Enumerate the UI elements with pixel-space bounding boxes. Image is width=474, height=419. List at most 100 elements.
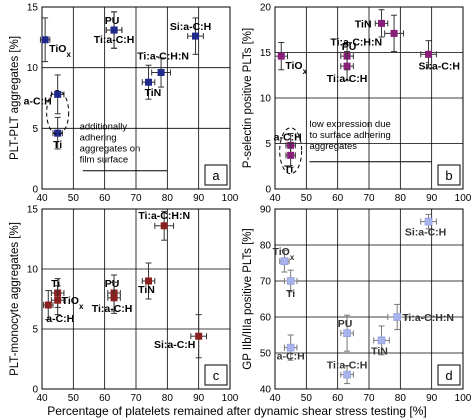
- point-label-b-ti: Ti: [284, 163, 293, 175]
- y-tick-label-c-15: 15: [27, 205, 39, 216]
- data-point-c-tiox: TiOx: [50, 285, 84, 316]
- point-label-a-si-a-c-h: Si:a-C:H: [170, 21, 211, 33]
- y-tick-label-a-5: 5: [32, 124, 38, 135]
- point-label-d-ti-a-c-h: Ti:a-C:H: [327, 360, 368, 372]
- data-point-c-si-a-c-h: Si:a-C:H: [154, 314, 207, 359]
- point-label-a-ti-a-c-h: Ti:a-C:H: [94, 34, 135, 46]
- point-label-b-tiox: TiOx: [285, 60, 307, 76]
- data-point-b-ti-a-c-h-n: Ti:a-C:H:N: [330, 14, 404, 53]
- x-tick-label-c-80: 80: [162, 393, 174, 404]
- x-tick-label-b-40: 40: [269, 193, 281, 204]
- point-label-d-ti: Ti: [286, 288, 295, 300]
- point-label-b-tin: TiN: [355, 18, 372, 30]
- highlight-ellipse-b: [279, 127, 303, 175]
- panel-d: 40 50 60 70 80 90 100 40 50 60 70 80 90 GP IIb/IIIa p…: [242, 205, 472, 405]
- x-tick-label-a-60: 60: [99, 193, 111, 204]
- data-point-d-ti: Ti: [283, 269, 298, 300]
- panel-a: 40 50 60 70 80 90 100 0 5 10 15 PLT-PLT aggregates …: [9, 3, 239, 205]
- y-tick-label-d-40: 40: [260, 385, 272, 396]
- y-tick-label-d-50: 50: [260, 349, 272, 360]
- x-tick-label-b-80: 80: [395, 193, 407, 204]
- data-point-d-pu: PU: [338, 314, 354, 352]
- x-tick-label-c-50: 50: [68, 393, 80, 404]
- point-label-a-ti-a-c-h-n: Ti:a-C:H:N: [137, 51, 189, 63]
- x-tick-label-b-70: 70: [363, 193, 375, 204]
- annotation-line-a-0: additionally: [80, 122, 128, 133]
- x-tick-label-b-60: 60: [332, 193, 344, 204]
- x-tick-label-a-80: 80: [162, 193, 174, 204]
- x-tick-label-d-70: 70: [363, 393, 375, 404]
- point-label-c-tin: TiN: [138, 284, 155, 296]
- annotation-line-b-1: to surface adhering: [309, 130, 390, 141]
- data-point-d-a-c-h: a-C:H: [277, 334, 305, 363]
- data-point-d-tiox: TiOx: [273, 246, 295, 273]
- point-label-c-ti-a-c-h: Ti:a-C:H: [92, 303, 133, 315]
- y-axis-label-b: P-selectin positive PLTs [%]: [242, 28, 254, 168]
- point-label-c-tiox: TiOx: [62, 295, 84, 311]
- svg-text:a: a: [212, 168, 220, 183]
- x-tick-label-d-60: 60: [332, 393, 344, 404]
- point-label-d-tin: TiN: [371, 345, 388, 357]
- panel-letter-c: c: [204, 364, 228, 386]
- x-tick-label-b-50: 50: [301, 193, 313, 204]
- y-tick-label-a-15: 15: [27, 3, 39, 14]
- y-tick-label-c-10: 10: [27, 265, 39, 276]
- point-label-a-pu: PU: [105, 15, 120, 27]
- point-label-b-si-a-c-h: Si:a-C:H: [419, 60, 460, 72]
- point-label-d-si-a-c-h: Si:a-C:H: [405, 227, 446, 239]
- annotation-line-b-0: low expression due: [309, 119, 390, 130]
- svg-text:c: c: [213, 368, 220, 383]
- data-point-a-ti-a-c-h-n: Ti:a-C:H:N: [137, 51, 189, 88]
- point-label-b-ti-a-c-h-n: Ti:a-C:H:N: [330, 36, 382, 48]
- point-label-d-a-c-h: a-C:H: [277, 351, 305, 363]
- x-tick-label-a-90: 90: [193, 193, 205, 204]
- panel-b: 40 50 60 70 80 90 100 0 5 10 15 20 P-selectin positi…: [242, 3, 472, 205]
- data-point-b-tin: TiN: [355, 9, 389, 38]
- point-label-a-ti: Ti: [53, 139, 62, 151]
- data-point-b-tiox: TiOx: [274, 41, 308, 76]
- point-label-c-ti: Ti: [51, 278, 60, 290]
- point-label-a-tiox: TiOx: [49, 43, 71, 59]
- point-label-a-a-c-h: a-C:H: [24, 95, 52, 107]
- y-tick-label-d-60: 60: [260, 313, 272, 324]
- point-label-b-pu: PU: [342, 41, 357, 53]
- annotation-line-a-3: film surface: [80, 155, 129, 166]
- panel-letter-d: d: [437, 364, 461, 386]
- highlight-ellipse-a: [46, 90, 70, 136]
- y-axis-label-a: PLT-PLT aggregates [%]: [9, 36, 21, 160]
- y-axis-label-c: PLT-monocyte aggregates [%]: [9, 222, 21, 376]
- y-tick-label-a-10: 10: [27, 63, 39, 74]
- y-tick-label-b-20: 20: [260, 3, 272, 14]
- data-point-a-tin: TiN: [141, 64, 162, 100]
- x-tick-label-d-90: 90: [426, 393, 438, 404]
- x-tick-label-a-50: 50: [68, 193, 80, 204]
- y-tick-label-d-80: 80: [260, 241, 272, 252]
- x-tick-label-a-40: 40: [36, 193, 48, 204]
- x-tick-label-d-50: 50: [301, 393, 313, 404]
- data-point-a-ti-a-c-h: Ti:a-C:H: [94, 11, 135, 49]
- annotation-line-b-2: aggregates: [309, 141, 357, 152]
- point-label-d-tiox: TiOx: [273, 246, 295, 262]
- annotation-line-a-2: aggregates on: [80, 144, 141, 155]
- data-point-c-a-c-h: a-C:H: [43, 290, 74, 325]
- y-tick-label-a-0: 0: [32, 185, 38, 196]
- y-tick-label-b-10: 10: [260, 94, 272, 105]
- panel-letter-a: a: [204, 164, 228, 186]
- x-tick-label-c-70: 70: [130, 393, 142, 404]
- point-label-d-ti-a-c-h-n: Ti:a-C:H:N: [402, 312, 454, 324]
- data-point-c-ti-a-c-h-n: Ti:a-C:H:N: [138, 210, 190, 241]
- data-point-a-si-a-c-h: Si:a-C:H: [170, 17, 211, 55]
- data-point-a-tiox: TiOx: [39, 17, 71, 63]
- shared-x-axis-label: Percentage of platelets remained after d…: [47, 404, 427, 418]
- point-label-c-pu: PU: [105, 278, 120, 290]
- x-tick-label-d-40: 40: [269, 393, 281, 404]
- annotation-line-a-1: adhering: [80, 133, 117, 144]
- point-label-a-tin: TiN: [145, 87, 162, 99]
- y-axis-label-d: GP IIb/IIIa positive PLTs [%]: [242, 228, 254, 369]
- y-tick-label-d-70: 70: [260, 277, 272, 288]
- x-tick-label-d-80: 80: [395, 393, 407, 404]
- data-point-d-tin: TiN: [371, 325, 390, 357]
